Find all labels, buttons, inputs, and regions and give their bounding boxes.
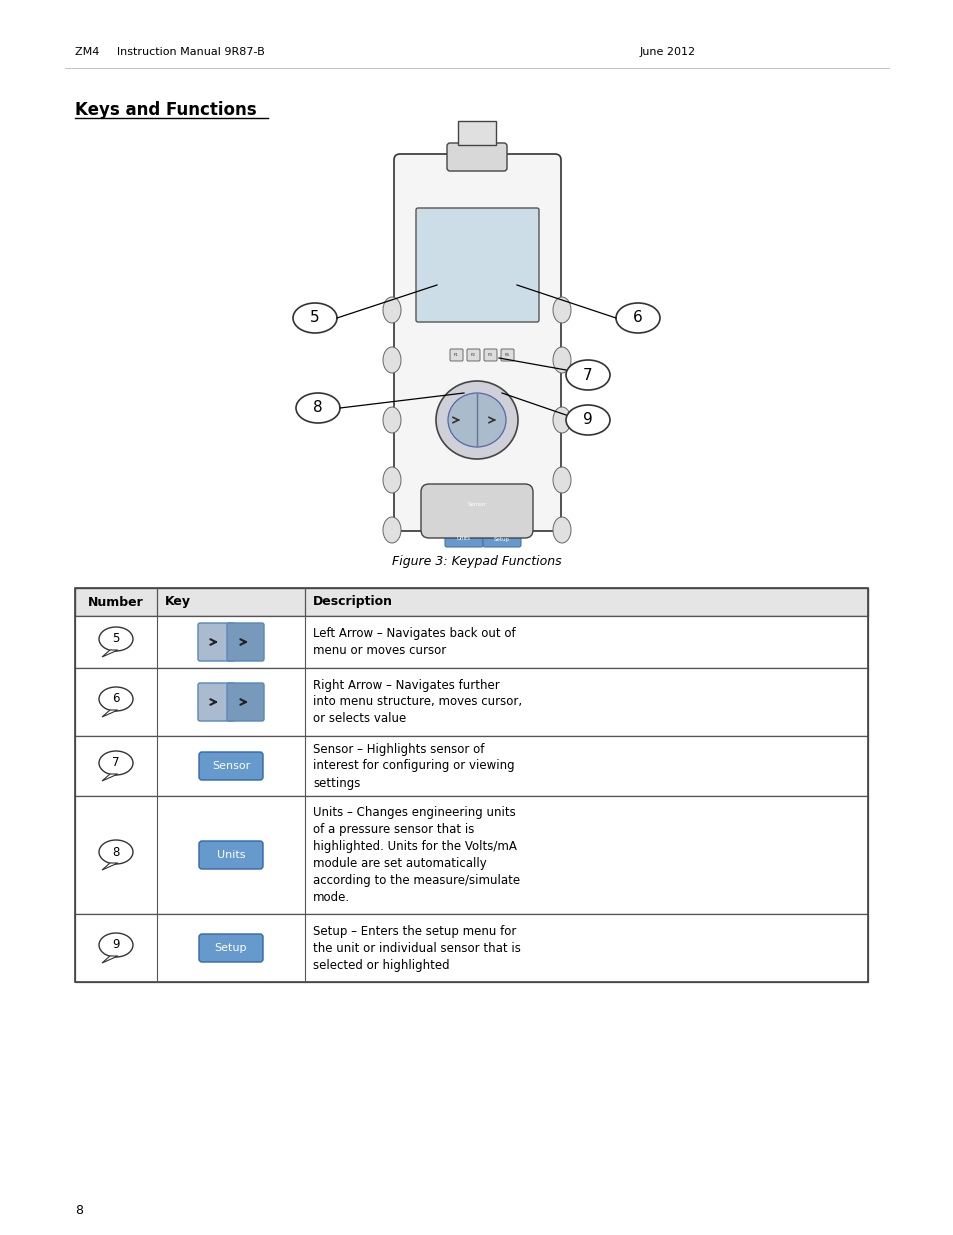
FancyBboxPatch shape (227, 622, 264, 661)
Text: Units: Units (456, 536, 471, 541)
Ellipse shape (99, 751, 132, 776)
Ellipse shape (565, 359, 609, 390)
FancyBboxPatch shape (450, 350, 462, 361)
FancyBboxPatch shape (199, 934, 263, 962)
Ellipse shape (99, 687, 132, 711)
Text: 6: 6 (633, 310, 642, 326)
Ellipse shape (553, 347, 571, 373)
Text: Figure 3: Keypad Functions: Figure 3: Keypad Functions (392, 556, 561, 568)
Bar (457, 121, 496, 144)
Text: Description: Description (313, 595, 393, 609)
Text: F4: F4 (504, 353, 510, 357)
FancyBboxPatch shape (199, 752, 263, 781)
Text: F3: F3 (488, 353, 493, 357)
Bar (75, 616, 867, 668)
Text: Setup – Enters the setup menu for
the unit or individual sensor that is
selected: Setup – Enters the setup menu for the un… (313, 925, 520, 972)
Ellipse shape (382, 296, 400, 324)
Polygon shape (102, 710, 118, 718)
Bar (75, 736, 867, 797)
FancyBboxPatch shape (198, 622, 234, 661)
FancyBboxPatch shape (198, 683, 234, 721)
Ellipse shape (99, 627, 132, 651)
Ellipse shape (553, 408, 571, 433)
Text: Sensor: Sensor (467, 501, 486, 506)
Ellipse shape (553, 517, 571, 543)
Ellipse shape (382, 467, 400, 493)
Bar (75, 668, 867, 736)
Ellipse shape (553, 296, 571, 324)
FancyBboxPatch shape (199, 841, 263, 869)
Text: F1: F1 (454, 353, 458, 357)
Ellipse shape (616, 303, 659, 333)
Polygon shape (102, 956, 118, 963)
Text: 7: 7 (112, 757, 120, 769)
Text: 9: 9 (582, 412, 592, 427)
FancyBboxPatch shape (444, 531, 482, 547)
Ellipse shape (382, 347, 400, 373)
Text: 8: 8 (313, 400, 322, 415)
Text: June 2012: June 2012 (639, 47, 696, 57)
Polygon shape (102, 863, 118, 869)
FancyBboxPatch shape (420, 484, 533, 538)
Text: 8: 8 (75, 1203, 83, 1216)
Ellipse shape (382, 408, 400, 433)
Text: 8: 8 (112, 846, 119, 858)
Text: Units – Changes engineering units
of a pressure sensor that is
highlighted. Unit: Units – Changes engineering units of a p… (313, 806, 519, 904)
Ellipse shape (99, 840, 132, 864)
Bar (75, 914, 867, 982)
Text: 5: 5 (112, 632, 119, 646)
Bar (75, 588, 867, 616)
Ellipse shape (295, 393, 339, 424)
Text: Key: Key (165, 595, 191, 609)
FancyBboxPatch shape (416, 207, 538, 322)
Bar (75, 588, 867, 982)
Text: Units: Units (216, 850, 245, 860)
Text: Number: Number (88, 595, 144, 609)
Text: Left Arrow – Navigates back out of
menu or moves cursor: Left Arrow – Navigates back out of menu … (313, 627, 515, 657)
FancyBboxPatch shape (467, 350, 479, 361)
Ellipse shape (293, 303, 336, 333)
Ellipse shape (565, 405, 609, 435)
Text: Sensor: Sensor (212, 761, 250, 771)
Text: Setup: Setup (214, 944, 247, 953)
FancyBboxPatch shape (447, 143, 506, 170)
Text: 5: 5 (310, 310, 319, 326)
Text: 6: 6 (112, 693, 120, 705)
Text: Keys and Functions: Keys and Functions (75, 101, 256, 119)
Text: Right Arrow – Navigates further
into menu structure, moves cursor,
or selects va: Right Arrow – Navigates further into men… (313, 678, 521, 725)
Polygon shape (102, 650, 118, 657)
Ellipse shape (448, 393, 505, 447)
Text: Setup: Setup (494, 536, 510, 541)
Text: 7: 7 (582, 368, 592, 383)
Text: F2: F2 (471, 353, 476, 357)
FancyBboxPatch shape (482, 531, 520, 547)
FancyBboxPatch shape (483, 350, 497, 361)
FancyBboxPatch shape (227, 683, 264, 721)
FancyBboxPatch shape (453, 496, 500, 513)
Ellipse shape (553, 467, 571, 493)
FancyBboxPatch shape (394, 154, 560, 531)
Bar (75, 797, 867, 914)
Text: ZM4     Instruction Manual 9R87-B: ZM4 Instruction Manual 9R87-B (75, 47, 265, 57)
Ellipse shape (382, 517, 400, 543)
Ellipse shape (436, 382, 517, 459)
Text: Sensor – Highlights sensor of
interest for configuring or viewing
settings: Sensor – Highlights sensor of interest f… (313, 742, 514, 789)
FancyBboxPatch shape (500, 350, 514, 361)
Polygon shape (102, 774, 118, 781)
Text: 9: 9 (112, 939, 120, 951)
Ellipse shape (99, 932, 132, 957)
